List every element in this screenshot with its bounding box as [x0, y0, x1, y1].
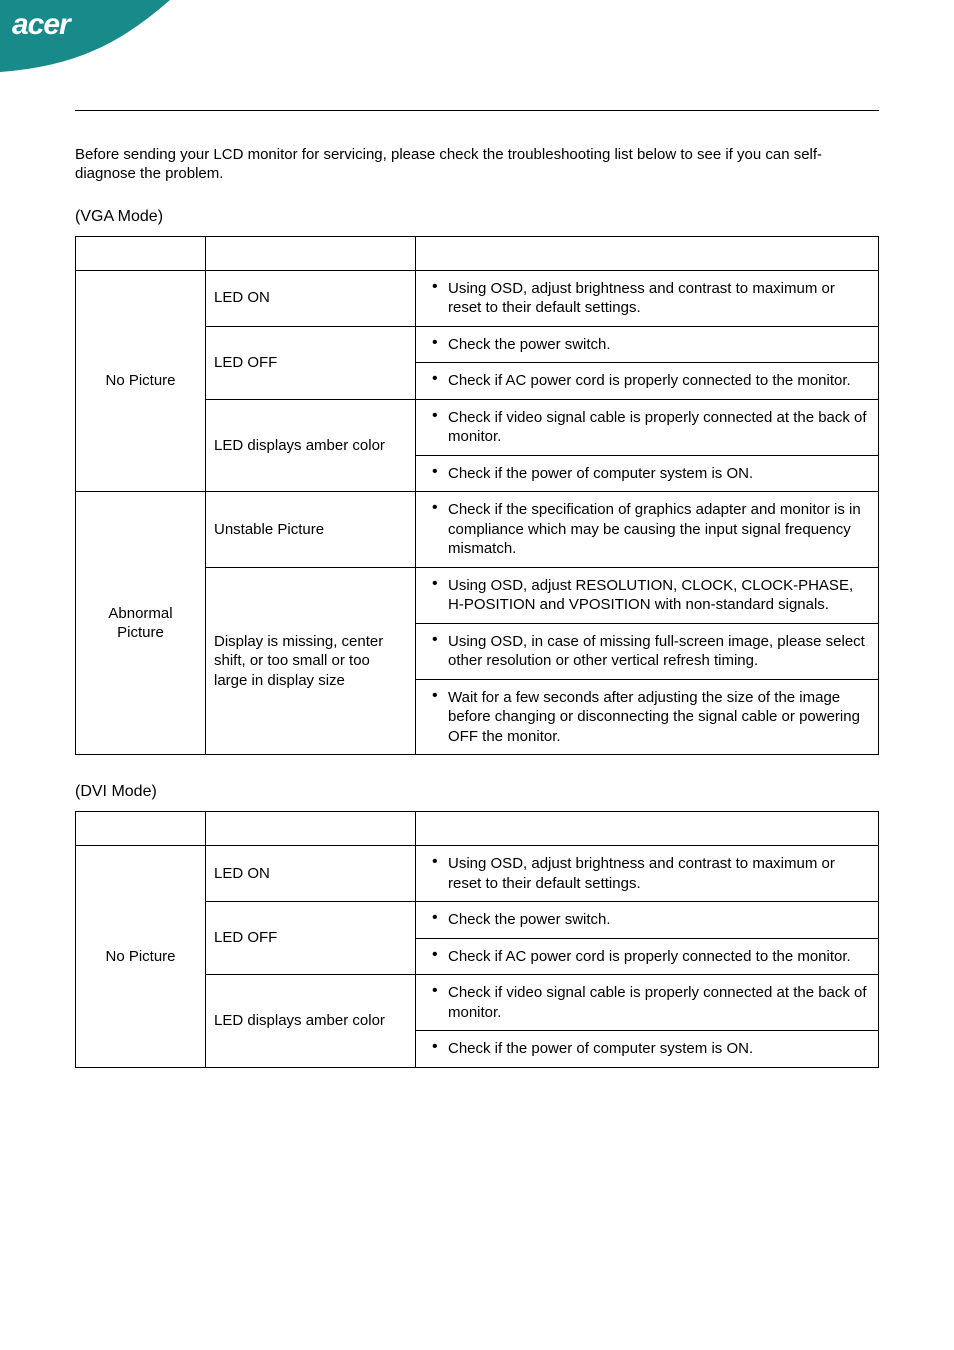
status-cell: LED OFF — [206, 326, 416, 399]
table-header-cell — [416, 812, 879, 846]
status-cell: Unstable Picture — [206, 492, 416, 568]
table-header-cell — [206, 812, 416, 846]
page-content: Before sending your LCD monitor for serv… — [0, 111, 954, 1116]
remedy-item: Using OSD, in case of missing full-scree… — [424, 630, 872, 673]
table-header-cell — [416, 236, 879, 270]
status-cell: LED displays amber color — [206, 975, 416, 1068]
remedy-item: Using OSD, adjust brightness and contras… — [424, 277, 872, 320]
status-cell: LED ON — [206, 270, 416, 326]
mode-label: (DVI Mode) — [75, 783, 879, 801]
remedy-cell: Check the power switch. — [416, 902, 879, 939]
remedy-cell: Check if video signal cable is properly … — [416, 975, 879, 1031]
remedy-cell: Using OSD, adjust RESOLUTION, CLOCK, CLO… — [416, 567, 879, 623]
table-row: No PictureLED ONUsing OSD, adjust bright… — [76, 270, 879, 326]
remedy-cell: Check the power switch. — [416, 326, 879, 363]
remedy-item: Check if the power of computer system is… — [424, 462, 872, 486]
status-cell: LED ON — [206, 846, 416, 902]
remedy-cell: Check if the power of computer system is… — [416, 1031, 879, 1068]
remedy-cell: Using OSD, in case of missing full-scree… — [416, 623, 879, 679]
remedy-cell: Using OSD, adjust brightness and contras… — [416, 270, 879, 326]
intro-text: Before sending your LCD monitor for serv… — [75, 146, 879, 184]
remedy-item: Check the power switch. — [424, 908, 872, 932]
mode-label: (VGA Mode) — [75, 208, 879, 226]
troubleshooting-table: No PictureLED ONUsing OSD, adjust bright… — [75, 811, 879, 1068]
remedy-cell: Check if video signal cable is properly … — [416, 399, 879, 455]
remedy-item: Check if the specification of graphics a… — [424, 498, 872, 561]
tables-container: (VGA Mode)No PictureLED ONUsing OSD, adj… — [75, 208, 879, 1068]
table-row: No PictureLED ONUsing OSD, adjust bright… — [76, 846, 879, 902]
remedy-item: Check if AC power cord is properly conne… — [424, 369, 872, 393]
remedy-cell: Check if the specification of graphics a… — [416, 492, 879, 568]
remedy-item: Wait for a few seconds after adjusting t… — [424, 686, 872, 749]
brand-header: acer — [0, 0, 954, 80]
status-cell: LED OFF — [206, 902, 416, 975]
remedy-item: Check the power switch. — [424, 333, 872, 357]
problem-cell: No Picture — [76, 846, 206, 1068]
troubleshooting-table: No PictureLED ONUsing OSD, adjust bright… — [75, 236, 879, 756]
table-header-cell — [206, 236, 416, 270]
problem-cell: Abnormal Picture — [76, 492, 206, 755]
status-cell: Display is missing, center shift, or too… — [206, 567, 416, 755]
remedy-cell: Check if AC power cord is properly conne… — [416, 363, 879, 400]
remedy-cell: Wait for a few seconds after adjusting t… — [416, 679, 879, 755]
table-header-cell — [76, 812, 206, 846]
remedy-item: Check if the power of computer system is… — [424, 1037, 872, 1061]
remedy-item: Using OSD, adjust RESOLUTION, CLOCK, CLO… — [424, 574, 872, 617]
brand-logo: acer — [12, 8, 70, 42]
remedy-cell: Using OSD, adjust brightness and contras… — [416, 846, 879, 902]
remedy-item: Check if video signal cable is properly … — [424, 406, 872, 449]
remedy-item: Using OSD, adjust brightness and contras… — [424, 852, 872, 895]
remedy-item: Check if video signal cable is properly … — [424, 981, 872, 1024]
problem-cell: No Picture — [76, 270, 206, 492]
table-row: Abnormal PictureUnstable PictureCheck if… — [76, 492, 879, 568]
status-cell: LED displays amber color — [206, 399, 416, 492]
remedy-cell: Check if the power of computer system is… — [416, 455, 879, 492]
remedy-item: Check if AC power cord is properly conne… — [424, 945, 872, 969]
table-header-cell — [76, 236, 206, 270]
remedy-cell: Check if AC power cord is properly conne… — [416, 938, 879, 975]
